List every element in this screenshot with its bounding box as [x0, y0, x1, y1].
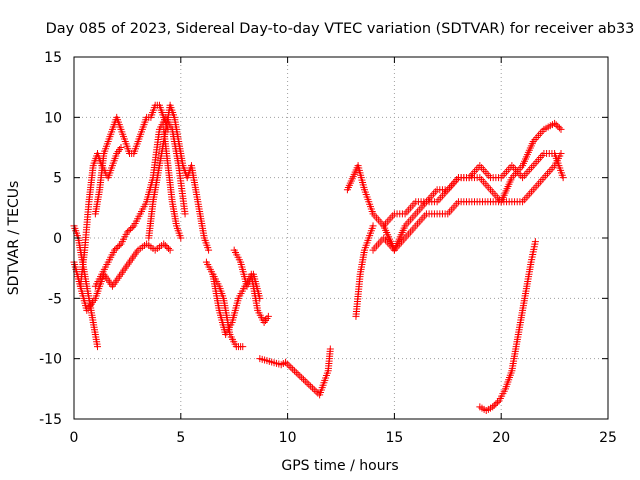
data-point — [127, 225, 135, 233]
data-point — [552, 121, 560, 129]
data-point — [290, 367, 298, 375]
data-point — [292, 369, 300, 377]
data-point — [181, 210, 189, 218]
data-point — [296, 372, 304, 380]
data-point — [281, 358, 289, 366]
data-point — [289, 365, 297, 373]
x-tick-labels: 0 5 10 15 20 25 — [70, 430, 617, 446]
data-point — [301, 377, 309, 385]
y-tick-label: 5 — [53, 171, 62, 187]
series-E — [91, 101, 172, 218]
series-K — [256, 345, 334, 399]
series-P — [476, 238, 539, 415]
y-tick-label: 15 — [44, 50, 62, 66]
series-J — [230, 246, 264, 302]
data-points — [70, 101, 567, 415]
y-tick-label: -5 — [48, 291, 62, 307]
series-I — [209, 270, 247, 351]
series-M — [343, 150, 565, 254]
data-point — [114, 243, 122, 251]
data-point — [490, 401, 498, 409]
plot-frame — [73, 56, 609, 420]
y-axis-label: SDTVAR / TECUs — [6, 181, 22, 296]
data-point — [326, 345, 334, 353]
data-point — [166, 246, 174, 254]
series-O — [380, 150, 567, 230]
grid-lines — [74, 57, 608, 419]
data-point — [93, 343, 101, 351]
data-point — [128, 223, 136, 231]
data-point — [369, 222, 377, 230]
data-point — [165, 245, 173, 253]
data-point — [125, 226, 133, 234]
series-L — [352, 222, 377, 320]
data-point — [557, 150, 565, 158]
data-point — [115, 242, 123, 250]
y-tick-labels: -15 -10 -5 0 5 10 15 — [39, 50, 62, 428]
data-point — [287, 363, 295, 371]
data-point — [305, 381, 313, 389]
y-tick-label: 0 — [53, 231, 62, 247]
data-point — [160, 240, 168, 248]
x-tick-label: 5 — [176, 430, 185, 446]
data-point — [554, 122, 562, 130]
data-point — [205, 246, 213, 254]
data-point — [163, 243, 171, 251]
data-point — [283, 360, 291, 368]
data-point — [123, 228, 131, 236]
y-tick-label: 10 — [44, 110, 62, 126]
data-point — [489, 403, 497, 411]
data-point — [299, 375, 307, 383]
data-point — [161, 242, 169, 250]
x-tick-label: 25 — [599, 430, 617, 446]
data-point — [559, 174, 567, 182]
data-point — [312, 387, 320, 395]
data-point — [256, 294, 264, 302]
data-point — [111, 246, 119, 254]
x-tick-label: 15 — [385, 430, 403, 446]
data-point — [112, 245, 120, 253]
series-G — [160, 125, 185, 242]
data-point — [555, 124, 563, 132]
data-point — [285, 362, 293, 370]
y-tick-label: -10 — [39, 352, 62, 368]
data-point — [264, 312, 272, 320]
chart-title: Day 085 of 2023, Sidereal Day-to-day VTE… — [46, 21, 635, 37]
data-point — [117, 144, 125, 151]
data-point — [308, 384, 316, 392]
data-point — [492, 400, 500, 408]
x-tick-label: 20 — [492, 430, 510, 446]
data-point — [557, 125, 565, 133]
data-point — [551, 119, 559, 127]
data-point — [531, 238, 539, 246]
data-point — [307, 382, 315, 390]
data-point — [303, 379, 311, 387]
x-tick-label: 0 — [70, 430, 79, 446]
data-point — [294, 370, 302, 378]
x-axis-label: GPS time / hours — [281, 458, 398, 474]
y-tick-label: -15 — [39, 412, 62, 428]
data-point — [298, 374, 306, 382]
data-point — [493, 398, 501, 406]
data-point — [310, 386, 318, 394]
x-tick-label: 10 — [279, 430, 297, 446]
data-point — [239, 343, 247, 351]
data-point — [177, 234, 185, 242]
